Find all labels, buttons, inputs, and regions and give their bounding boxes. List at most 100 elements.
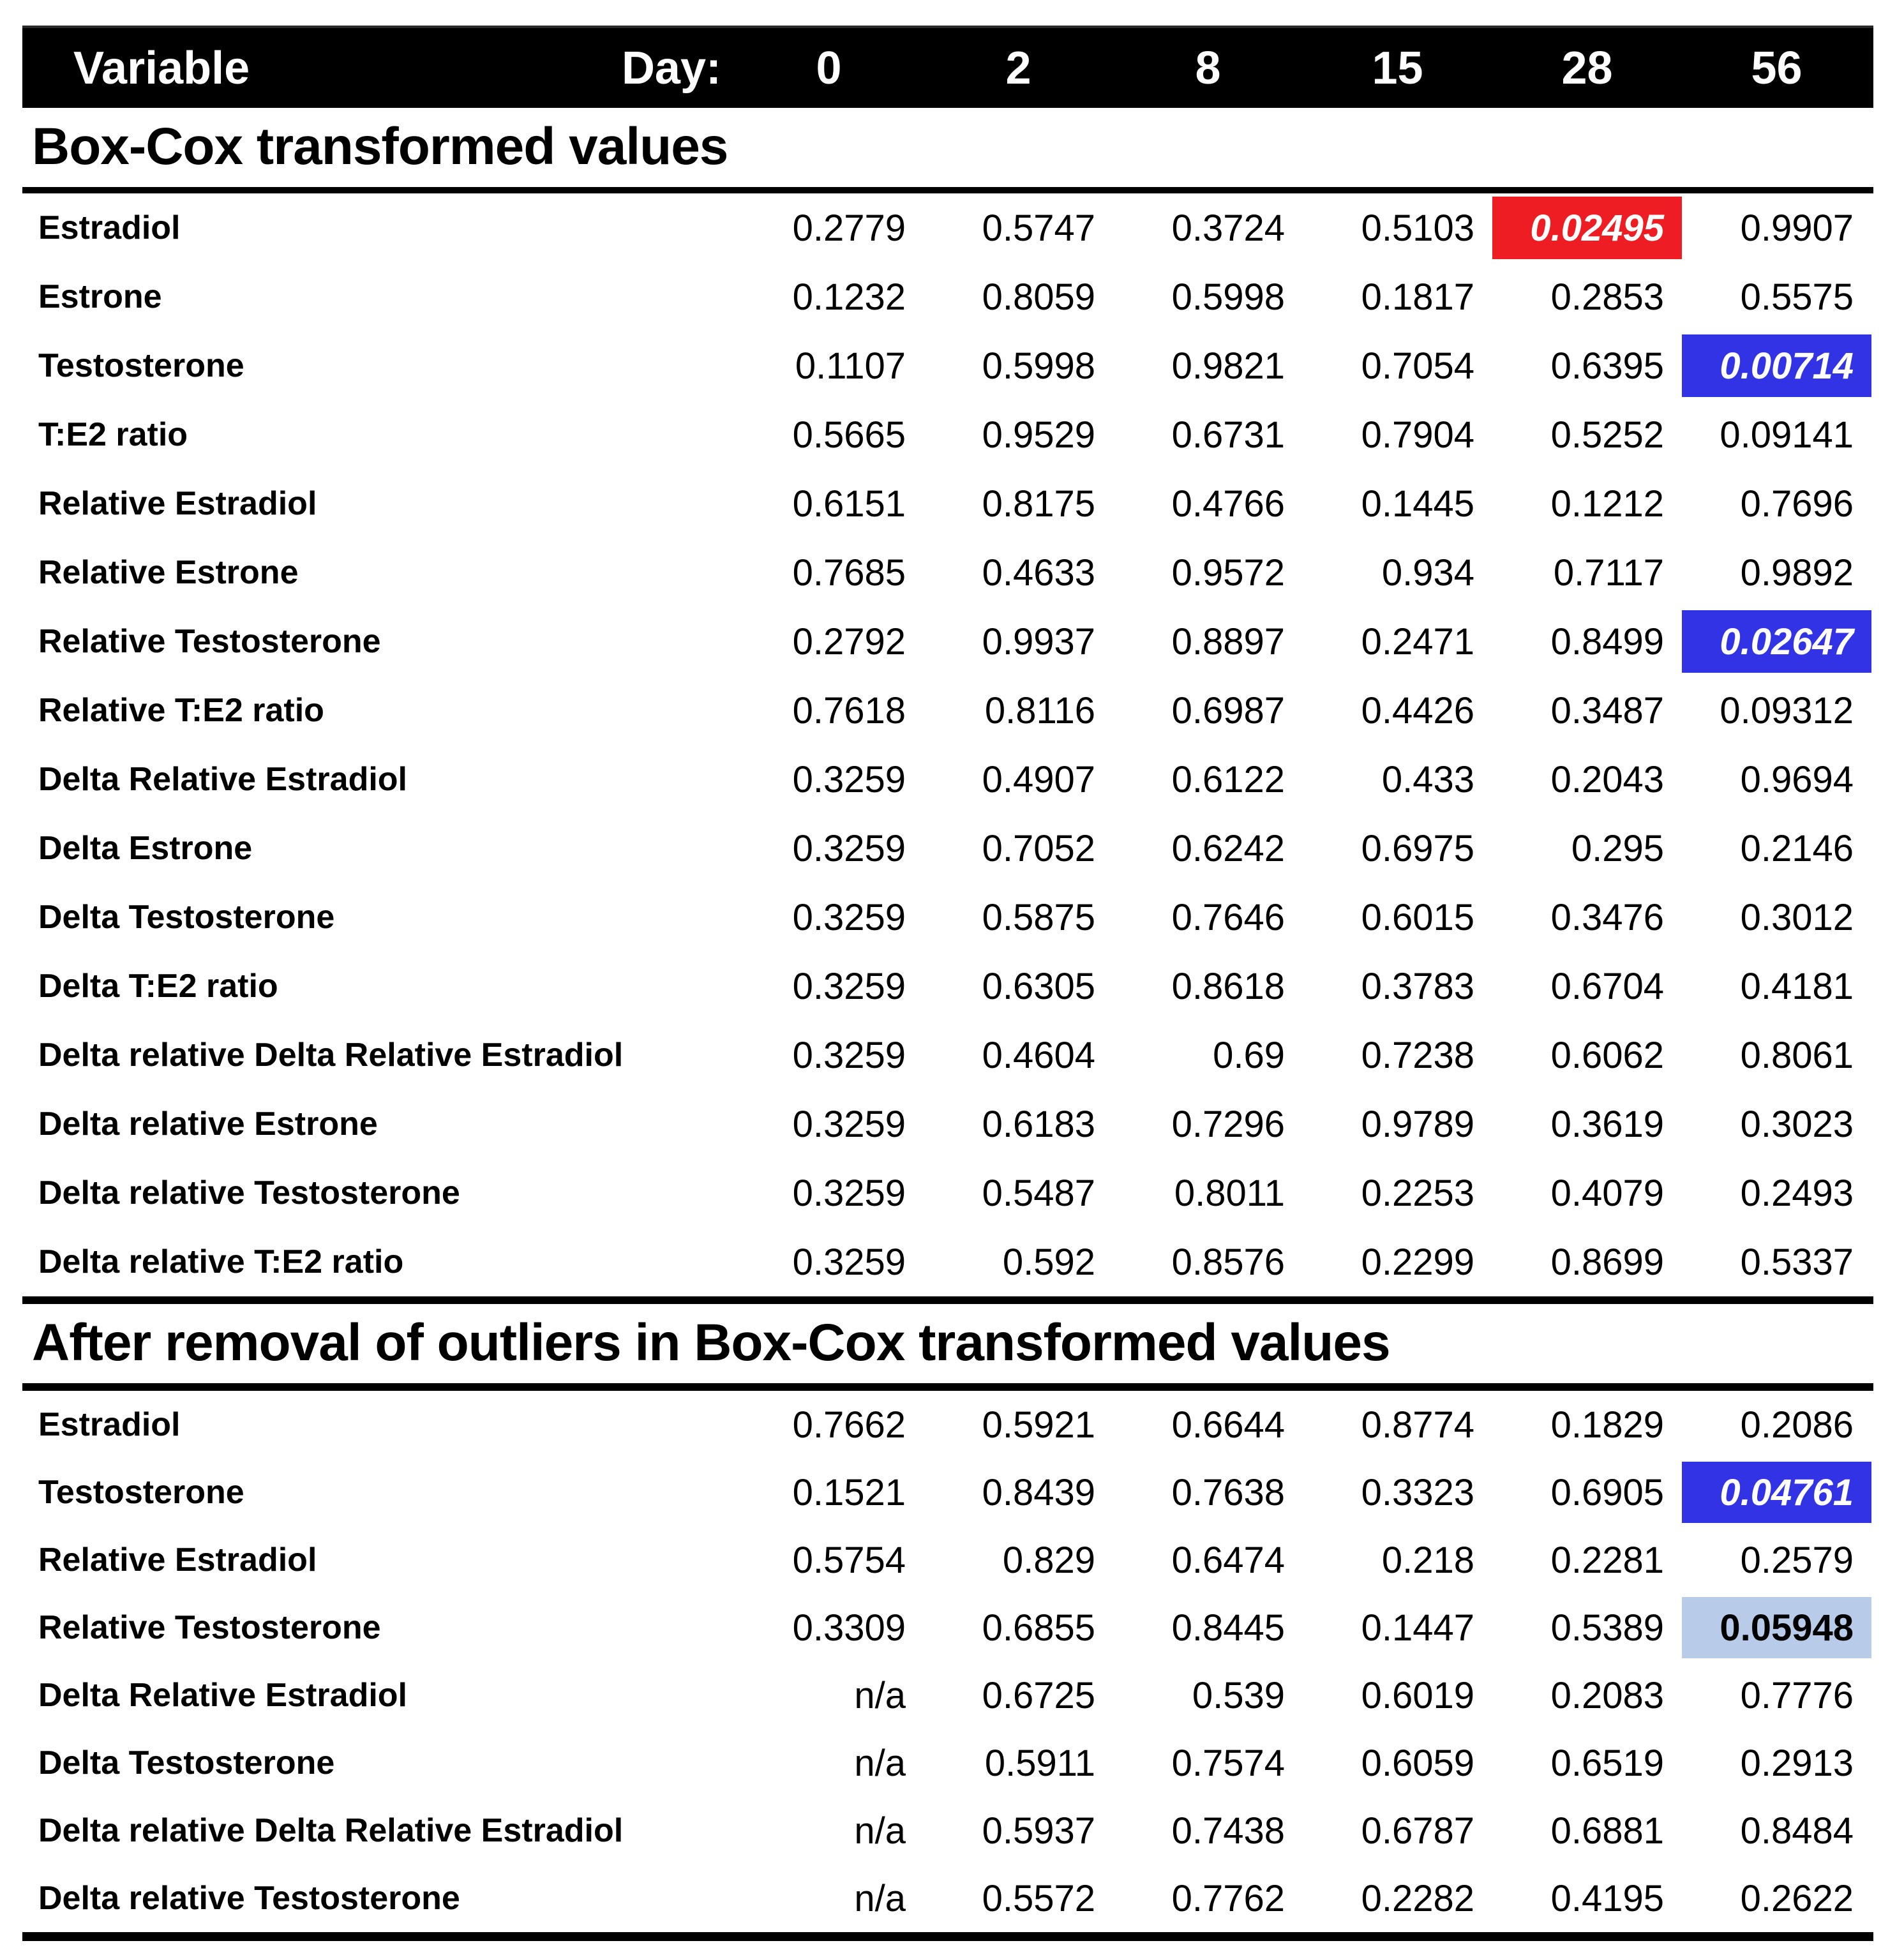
value-cell: 0.5998: [1171, 276, 1285, 318]
table-row: Delta relative Testosterone 0.3259 0.5487 0…: [22, 1158, 1873, 1227]
value-cell: 0.8774: [1361, 1404, 1474, 1446]
value-cell: 0.4907: [982, 758, 1095, 800]
value-cell: n/a: [854, 1877, 906, 1919]
table-row: Delta Testosterone n/a 0.5911 0.7574 0.6059 0…: [22, 1729, 1873, 1797]
table-header-row: Variable Day: 0 2 8 15 28 56: [22, 26, 1873, 108]
table-row: Delta Testosterone 0.3259 0.5875 0.7646 0.60…: [22, 883, 1873, 952]
value-cell: 0.8499: [1550, 620, 1664, 663]
highlighted-value-cell-lightblue: 0.05948: [1682, 1594, 1871, 1661]
value-cell: 0.9821: [1171, 345, 1285, 387]
row-label: Testosterone: [38, 1474, 244, 1511]
value-cell: 0.6151: [792, 483, 906, 525]
value-cell: 0.5747: [982, 207, 1095, 249]
value-cell: 0.4195: [1550, 1877, 1664, 1919]
value-cell: 0.3012: [1740, 896, 1854, 938]
value-cell: 0.3619: [1550, 1103, 1664, 1145]
value-cell: 0.7762: [1171, 1877, 1285, 1919]
value-cell: 0.7052: [982, 827, 1095, 869]
row-label: Relative Estradiol: [38, 485, 317, 522]
value-cell: 0.6855: [982, 1607, 1095, 1649]
row-label: Delta relative T:E2 ratio: [38, 1243, 404, 1280]
table-row: Relative Estradiol 0.5754 0.829 0.6474 0.218…: [22, 1526, 1873, 1594]
table-row: Delta Relative Estradiol 0.3259 0.4907 0.61…: [22, 745, 1873, 814]
row-label: Delta Relative Estradiol: [38, 761, 407, 798]
value-cell: n/a: [854, 1674, 906, 1716]
value-cell: 0.8059: [982, 276, 1095, 318]
row-label: Estrone: [38, 278, 162, 315]
value-cell: 0.3487: [1550, 689, 1664, 731]
table-row: Delta Relative Estradiol n/a 0.6725 0.539 0.…: [22, 1661, 1873, 1729]
value-cell: 0.8445: [1171, 1607, 1285, 1649]
section-title-boxcox: Box-Cox transformed values: [22, 108, 1873, 193]
value-cell: 0.3259: [792, 965, 906, 1007]
value-cell: 0.6122: [1171, 758, 1285, 800]
value-cell: 0.3259: [792, 1103, 906, 1145]
value-cell: 0.7238: [1361, 1034, 1474, 1076]
value-cell: 0.8576: [1171, 1241, 1285, 1283]
value-cell: 0.5665: [792, 414, 906, 456]
value-cell: 0.5875: [982, 896, 1095, 938]
value-cell: 0.6059: [1361, 1742, 1474, 1784]
value-cell: 0.5754: [792, 1539, 906, 1581]
section-outliers-removed-rows: Estradiol 0.7662 0.5921 0.6644 0.8774 0.1829 0…: [22, 1391, 1873, 1932]
value-cell: 0.09141: [1720, 414, 1854, 456]
header-day-0: 0: [816, 42, 842, 94]
highlighted-value-cell-red: 0.02495: [1492, 193, 1682, 262]
table-row: Delta T:E2 ratio 0.3259 0.6305 0.8618 0.3783…: [22, 952, 1873, 1021]
table-row: Testosterone 0.1521 0.8439 0.7638 0.3323 0.69…: [22, 1458, 1873, 1526]
row-label: Delta relative Delta Relative Estradiol: [38, 1037, 624, 1074]
value-cell: 0.1521: [792, 1471, 906, 1513]
value-cell: 0.2779: [792, 207, 906, 249]
highlighted-value-cell-blue: 0.02647: [1682, 607, 1871, 676]
table-row: T:E2 ratio 0.5665 0.9529 0.6731 0.7904 0.5252…: [22, 400, 1873, 469]
table-row: Relative T:E2 ratio 0.7618 0.8116 0.6987 0.4…: [22, 676, 1873, 745]
value-cell: 0.934: [1381, 551, 1474, 594]
value-cell: 0.2043: [1550, 758, 1664, 800]
value-cell: 0.5998: [982, 345, 1095, 387]
value-cell: 0.6644: [1171, 1404, 1285, 1446]
value-cell: 0.7696: [1740, 483, 1854, 525]
row-label: Delta relative Testosterone: [38, 1174, 460, 1211]
row-label: Relative Estradiol: [38, 1541, 317, 1578]
table-row: Delta relative Delta Relative Estradiol n…: [22, 1797, 1873, 1864]
value-cell: 0.2853: [1550, 276, 1664, 318]
value-cell: 0.1107: [795, 345, 906, 387]
header-variable-label: Variable: [73, 42, 250, 94]
header-day-2: 2: [1005, 42, 1031, 94]
value-cell: 0.218: [1381, 1539, 1474, 1581]
value-cell: 0.6787: [1361, 1810, 1474, 1852]
value-cell: 0.8484: [1740, 1810, 1854, 1852]
value-cell: 0.1232: [792, 276, 906, 318]
value-cell: 0.4426: [1361, 689, 1474, 731]
value-cell: 0.3023: [1740, 1103, 1854, 1145]
row-label: Delta relative Delta Relative Estradiol: [38, 1812, 624, 1849]
value-cell: 0.9907: [1740, 207, 1854, 249]
value-cell: 0.3783: [1361, 965, 1474, 1007]
value-cell: 0.2622: [1740, 1877, 1854, 1919]
value-cell: 0.7117: [1553, 551, 1664, 594]
value-cell: 0.9529: [982, 414, 1095, 456]
value-cell: 0.2086: [1740, 1404, 1854, 1446]
value-cell: 0.8618: [1171, 965, 1285, 1007]
header-label-cell: Variable Day:: [22, 42, 734, 94]
value-cell: 0.295: [1571, 827, 1664, 869]
value-cell: 0.6905: [1550, 1471, 1664, 1513]
value-cell: 0.7904: [1361, 414, 1474, 456]
value-cell: 0.2913: [1740, 1742, 1854, 1784]
value-cell: 0.9789: [1361, 1103, 1474, 1145]
value-cell: 0.6519: [1550, 1742, 1664, 1784]
table-row: Estradiol 0.7662 0.5921 0.6644 0.8774 0.1829 0…: [22, 1391, 1873, 1458]
table-row: Delta relative Testosterone n/a 0.5572 0.77…: [22, 1864, 1873, 1932]
row-label: Relative Testosterone: [38, 623, 381, 660]
value-cell: 0.6183: [982, 1103, 1095, 1145]
table-row: Delta relative Estrone 0.3259 0.6183 0.7296…: [22, 1090, 1873, 1158]
value-cell: 0.1829: [1550, 1404, 1664, 1446]
highlighted-value-cell-blue: 0.00714: [1682, 331, 1871, 400]
row-label: Delta Testosterone: [38, 899, 335, 936]
value-cell: 0.8439: [982, 1471, 1095, 1513]
value-cell: 0.3309: [792, 1607, 906, 1649]
row-label: Relative Testosterone: [38, 1609, 381, 1646]
value-cell: 0.2253: [1361, 1172, 1474, 1214]
value-cell: 0.3259: [792, 827, 906, 869]
value-cell: 0.6474: [1171, 1539, 1285, 1581]
